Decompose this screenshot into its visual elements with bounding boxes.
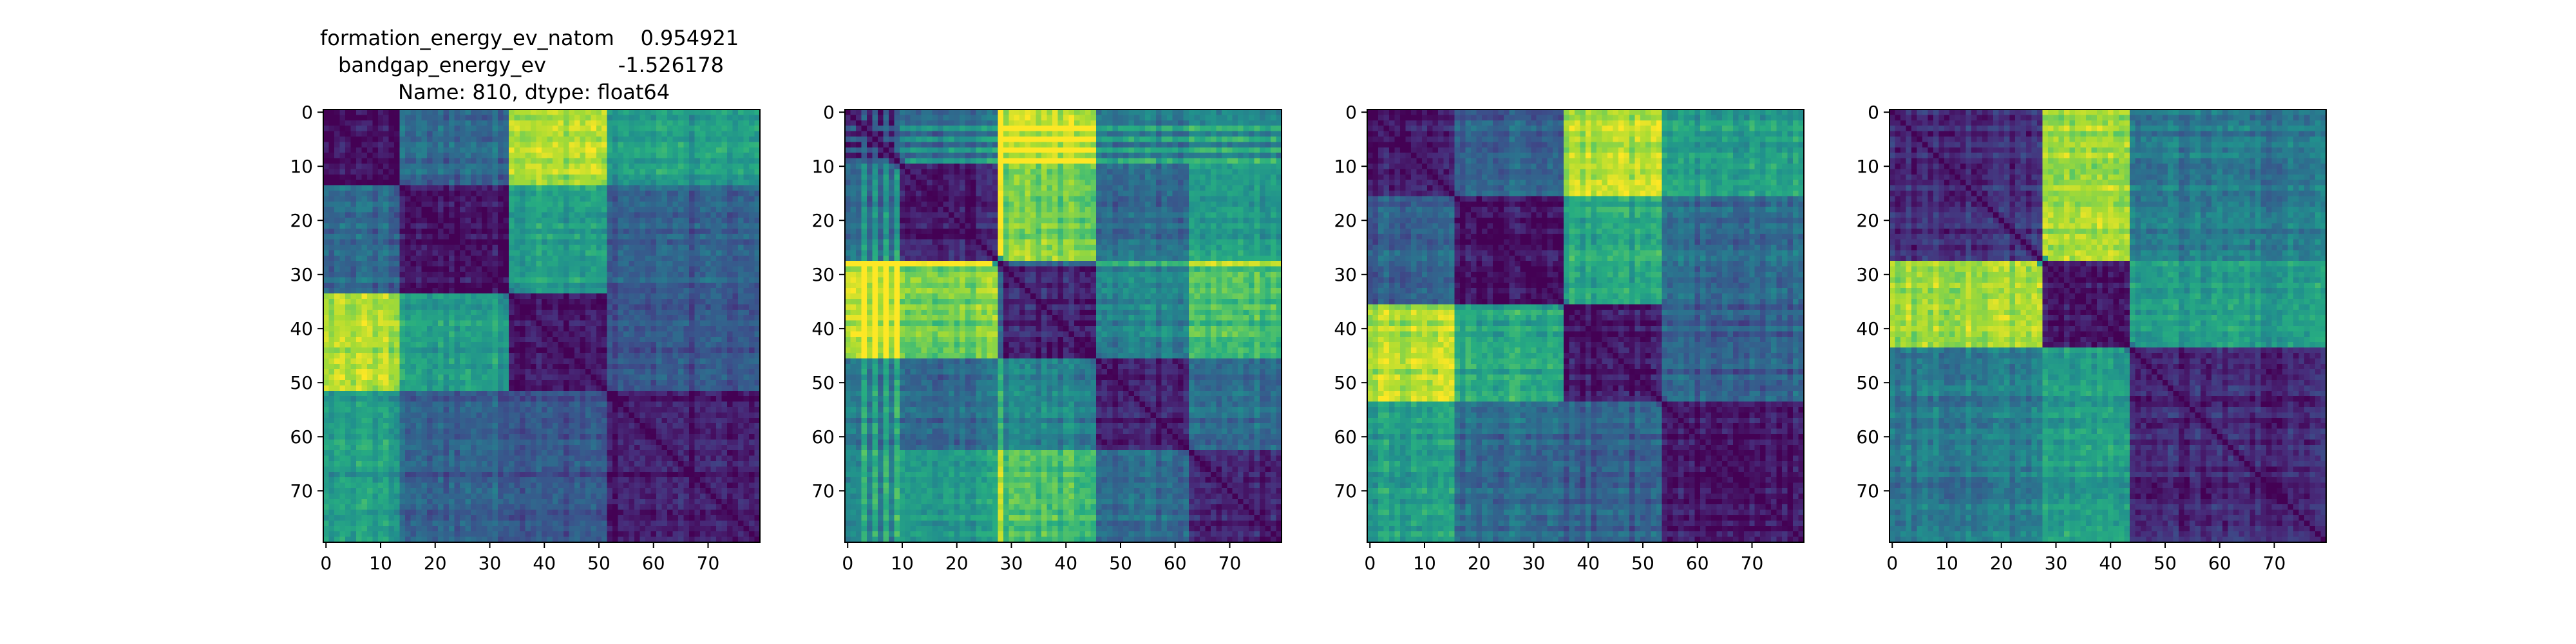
y-tick-label: 0 — [823, 102, 835, 123]
x-tick-label: 10 — [1413, 553, 1436, 574]
plot-frame — [1367, 109, 1804, 543]
y-tick-label: 50 — [290, 372, 313, 393]
y-tick-label: 20 — [1334, 210, 1357, 231]
x-tick-label: 0 — [842, 553, 853, 574]
plot-frame — [1889, 109, 2327, 543]
y-tick-label: 0 — [1345, 102, 1357, 123]
figure-title: formation_energy_ev_natom 0.954921 bandg… — [320, 26, 739, 104]
x-tick-label: 20 — [1990, 553, 2013, 574]
y-tick-label: 20 — [811, 210, 835, 231]
x-tick-label: 60 — [1686, 553, 1709, 574]
y-tick-label: 60 — [1856, 426, 1879, 448]
x-tick-label: 20 — [1468, 553, 1491, 574]
x-tick-label: 50 — [1109, 553, 1132, 574]
x-tick-label: 50 — [587, 553, 611, 574]
x-tick-label: 60 — [642, 553, 665, 574]
plot-frame — [844, 109, 1282, 543]
x-tick-label: 40 — [1577, 553, 1600, 574]
x-tick-label: 40 — [533, 553, 556, 574]
y-tick-label: 30 — [1334, 264, 1357, 285]
heatmap-panel-4: 0 10 20 30 40 50 60 70 0 10 20 30 40 50 60 70 — [1856, 102, 2327, 574]
y-tick-label: 60 — [1334, 426, 1357, 448]
y-tick-label: 50 — [1856, 372, 1879, 393]
y-tick-label: 40 — [811, 318, 835, 339]
x-tick-label: 0 — [1364, 553, 1376, 574]
x-tick-label: 20 — [945, 553, 969, 574]
x-tick-label: 30 — [1000, 553, 1023, 574]
y-tick-label: 40 — [1856, 318, 1879, 339]
y-tick-label: 20 — [290, 210, 313, 231]
heatmap-panels: 0 10 20 30 40 50 60 70 0 10 20 30 40 50 60 70 0 10 20 30 40 5… — [290, 102, 2327, 574]
y-tick-label: 70 — [811, 480, 835, 502]
x-tick-label: 40 — [2099, 553, 2122, 574]
x-tick-label: 20 — [424, 553, 447, 574]
x-tick-label: 60 — [2208, 553, 2231, 574]
y-tick-label: 0 — [1868, 102, 1879, 123]
x-tick-label: 10 — [369, 553, 392, 574]
x-tick-label: 70 — [1741, 553, 1764, 574]
y-tick-label: 40 — [290, 318, 313, 339]
y-tick-label: 30 — [290, 264, 313, 285]
x-tick-label: 70 — [697, 553, 720, 574]
x-tick-label: 40 — [1054, 553, 1077, 574]
x-tick-label: 30 — [1522, 553, 1546, 574]
y-tick-label: 60 — [290, 426, 313, 448]
x-tick-label: 30 — [478, 553, 502, 574]
y-tick-label: 20 — [1856, 210, 1879, 231]
x-tick-label: 70 — [2263, 553, 2286, 574]
y-tick-label: 40 — [1334, 318, 1357, 339]
x-tick-label: 0 — [1886, 553, 1898, 574]
y-tick-label: 30 — [1856, 264, 1879, 285]
x-tick-label: 0 — [320, 553, 332, 574]
x-tick-label: 70 — [1218, 553, 1242, 574]
x-tick-label: 60 — [1164, 553, 1187, 574]
y-tick-label: 10 — [290, 156, 313, 177]
y-tick-label: 70 — [290, 480, 313, 502]
x-tick-label: 10 — [1935, 553, 1958, 574]
y-tick-label: 30 — [811, 264, 835, 285]
y-tick-label: 0 — [301, 102, 313, 123]
x-tick-label: 30 — [2045, 553, 2068, 574]
y-tick-label: 50 — [811, 372, 835, 393]
y-tick-label: 10 — [1334, 156, 1357, 177]
y-tick-label: 10 — [811, 156, 835, 177]
x-tick-label: 50 — [1631, 553, 1654, 574]
y-tick-label: 70 — [1334, 480, 1357, 502]
title-line-1: formation_energy_ev_natom 0.954921 — [320, 26, 739, 50]
title-line-2: bandgap_energy_ev -1.526178 — [338, 53, 724, 77]
x-tick-label: 50 — [2154, 553, 2177, 574]
y-tick-label: 50 — [1334, 372, 1357, 393]
title-line-3: Name: 810, dtype: float64 — [398, 80, 670, 104]
x-tick-label: 10 — [891, 553, 914, 574]
plot-frame — [323, 109, 761, 543]
heatmap-panel-2: 0 10 20 30 40 50 60 70 0 10 20 30 40 50 60 70 — [811, 102, 1282, 574]
y-tick-label: 10 — [1856, 156, 1879, 177]
heatmap-panel-3: 0 10 20 30 40 50 60 70 0 10 20 30 40 50 60 70 — [1334, 102, 1804, 574]
heatmap-panel-1: 0 10 20 30 40 50 60 70 0 10 20 30 40 50 60 70 — [290, 102, 761, 574]
y-tick-label: 60 — [811, 426, 835, 448]
y-tick-label: 70 — [1856, 480, 1879, 502]
